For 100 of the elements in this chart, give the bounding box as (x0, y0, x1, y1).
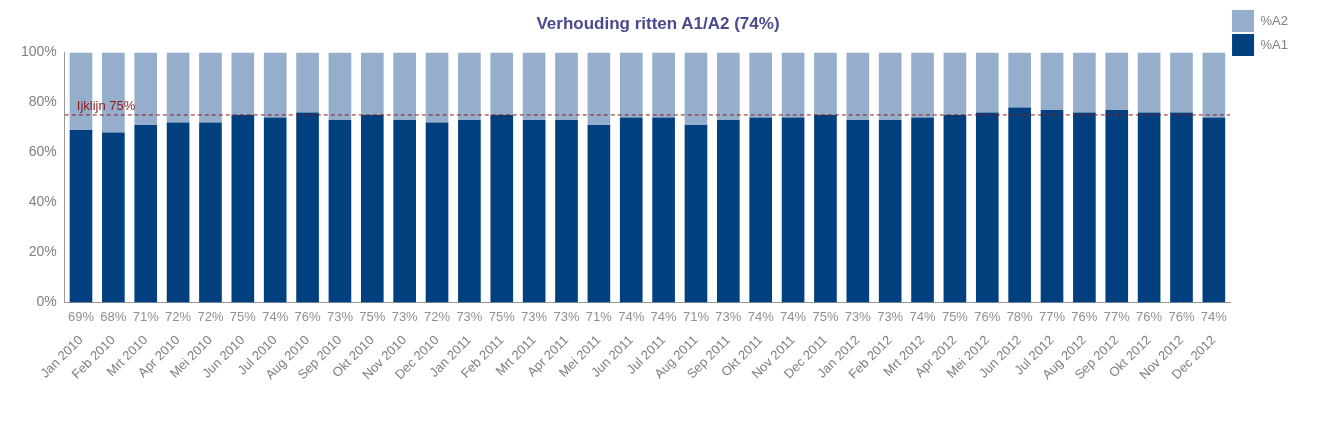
bar (814, 52, 837, 115)
data-label: 73% (715, 308, 742, 324)
data-label: 76% (1071, 308, 1098, 324)
bar (1040, 109, 1064, 303)
bar (490, 114, 514, 303)
bar (1105, 109, 1129, 303)
bar (781, 52, 805, 118)
bar (166, 52, 190, 123)
data-label: 68% (100, 308, 127, 324)
data-label: 74% (618, 308, 645, 324)
bar (231, 52, 255, 115)
bar (814, 114, 837, 303)
data-label: 76% (974, 308, 1001, 324)
bar (684, 124, 708, 303)
bar (522, 119, 546, 303)
y-tick-label: 60% (28, 143, 57, 160)
data-label: 71% (585, 308, 613, 324)
y-tick-label: 100% (20, 43, 57, 60)
bar (393, 52, 416, 120)
bar (1202, 117, 1226, 303)
data-label: 73% (844, 308, 872, 324)
data-label: 74% (909, 308, 936, 324)
bar (975, 52, 999, 113)
data-label: 75% (229, 308, 257, 324)
bar (490, 52, 514, 115)
bar (1137, 112, 1161, 303)
bar (1137, 52, 1161, 113)
data-label: 76% (294, 308, 322, 324)
bar (943, 52, 967, 115)
bar (393, 119, 416, 303)
bar (652, 117, 675, 303)
data-label: 72% (197, 308, 224, 324)
bar (1040, 52, 1064, 110)
legend-label: %A1 (1260, 36, 1289, 52)
bar (360, 114, 384, 303)
bar (587, 52, 611, 125)
bar (684, 52, 708, 125)
data-label: 71% (682, 308, 710, 324)
bar (1073, 112, 1096, 303)
y-tick-label: 80% (28, 93, 57, 110)
data-label: 77% (1103, 308, 1131, 324)
bar (555, 119, 578, 303)
chart-title: Verhouding ritten A1/A2 (74%) (536, 13, 780, 33)
bar (619, 52, 643, 118)
data-label: 69% (67, 308, 95, 324)
data-label: 78% (1006, 308, 1034, 324)
data-label: 74% (650, 308, 678, 324)
bar (1073, 52, 1096, 113)
bar (749, 117, 773, 303)
bar (1105, 52, 1129, 110)
bar (587, 124, 611, 303)
bar (69, 129, 93, 303)
bar (878, 119, 902, 303)
data-label: 71% (132, 308, 160, 324)
bar (458, 119, 481, 303)
data-label: 75% (488, 308, 516, 324)
data-label: 74% (780, 308, 807, 324)
data-label: 74% (262, 308, 289, 324)
bar (1202, 52, 1226, 118)
bar (328, 119, 352, 303)
data-label: 72% (424, 308, 451, 324)
bar (199, 122, 222, 303)
bar (878, 52, 902, 120)
data-label: 73% (877, 308, 904, 324)
data-label: 72% (165, 308, 192, 324)
data-label: 73% (391, 308, 419, 324)
bar (846, 52, 870, 120)
bar (360, 52, 384, 115)
bar (296, 112, 319, 303)
bar (231, 114, 255, 303)
bar (263, 117, 287, 303)
bar (1008, 107, 1031, 303)
bar (911, 52, 934, 118)
bar (425, 52, 449, 123)
data-label: 76% (1168, 308, 1195, 324)
bar (134, 52, 158, 125)
y-tick-label: 20% (28, 243, 57, 260)
bar (846, 119, 870, 303)
bar (328, 52, 352, 120)
bar (522, 52, 546, 120)
data-label: 75% (359, 308, 386, 324)
bar (975, 112, 999, 303)
data-label: 75% (812, 308, 839, 324)
data-label: 76% (1136, 308, 1163, 324)
bar (911, 117, 934, 303)
data-label: 73% (456, 308, 483, 324)
bar (263, 52, 287, 118)
bar (296, 52, 319, 113)
bar (199, 52, 222, 123)
legend-label: %A2 (1260, 12, 1289, 28)
data-label: 73% (521, 308, 548, 324)
bar (1170, 112, 1193, 303)
bar (943, 114, 967, 303)
bar (749, 52, 773, 118)
bar (134, 124, 158, 303)
bar (1008, 52, 1031, 108)
data-label: 73% (326, 308, 354, 324)
y-tick-label: 0% (36, 293, 57, 310)
bar (166, 122, 190, 303)
bar (619, 117, 643, 303)
